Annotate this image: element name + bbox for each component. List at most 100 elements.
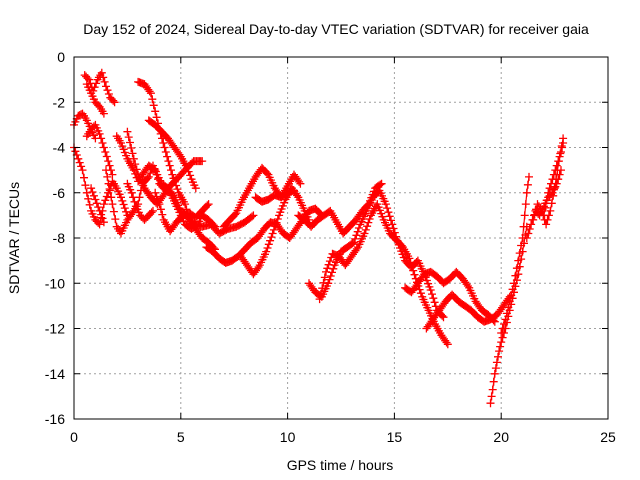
- data-point: [123, 127, 132, 136]
- data-point: [198, 157, 207, 166]
- data-point: [525, 225, 534, 233]
- series-track-4: [82, 80, 108, 118]
- data-point: [409, 266, 418, 275]
- series-track-21: [401, 267, 499, 326]
- data-point: [442, 338, 451, 347]
- data-point: [514, 256, 523, 265]
- data-point: [144, 172, 153, 181]
- data-point: [92, 199, 101, 208]
- data-point: [264, 240, 273, 249]
- data-point: [525, 172, 533, 181]
- data-point: [326, 272, 335, 280]
- data-point: [120, 204, 129, 213]
- data-point: [546, 206, 555, 215]
- data-point: [102, 166, 110, 175]
- data-point: [99, 73, 108, 82]
- data-point: [388, 220, 397, 229]
- data-point: [486, 399, 495, 408]
- x-tick-label: 5: [177, 429, 185, 445]
- data-point: [87, 184, 96, 193]
- data-point: [517, 241, 526, 250]
- data-point: [507, 291, 516, 300]
- data-point: [156, 205, 165, 214]
- data-point: [127, 144, 136, 152]
- data-point: [122, 207, 131, 216]
- data-point: [387, 216, 395, 225]
- data-point: [266, 236, 275, 245]
- data-point: [271, 222, 280, 231]
- data-point: [88, 188, 97, 196]
- data-point: [146, 89, 155, 98]
- data-point: [523, 180, 532, 189]
- series-track-22: [422, 290, 514, 333]
- data-point: [204, 200, 213, 209]
- data-point: [103, 172, 112, 181]
- data-point: [152, 113, 161, 122]
- data-point: [97, 134, 106, 143]
- data-point: [181, 200, 190, 209]
- data-point: [169, 174, 178, 183]
- series-track-12: [144, 116, 200, 193]
- data-point: [83, 74, 92, 83]
- data-point: [132, 165, 141, 174]
- data-point: [353, 227, 362, 236]
- x-axis-label: GPS time / hours: [287, 457, 394, 473]
- data-point: [102, 152, 111, 161]
- data-point: [547, 199, 556, 208]
- data-point: [154, 196, 162, 205]
- data-point: [147, 208, 156, 217]
- data-point: [155, 200, 164, 209]
- y-tick-label: -14: [45, 366, 65, 382]
- data-point: [158, 210, 167, 219]
- data-point: [130, 197, 139, 206]
- data-point: [143, 174, 152, 183]
- series-track-3: [80, 68, 119, 107]
- data-point: [377, 179, 386, 188]
- data-point: [524, 229, 533, 238]
- data-point: [170, 177, 179, 186]
- data-point: [406, 258, 415, 267]
- series-track-20: [315, 200, 452, 349]
- data-point: [322, 267, 330, 276]
- data-point: [148, 95, 157, 104]
- data-point: [78, 166, 87, 175]
- data-point: [519, 222, 528, 231]
- data-point: [383, 204, 392, 213]
- data-point: [248, 212, 256, 221]
- data-point: [81, 181, 90, 190]
- data-point: [183, 163, 192, 172]
- data-point: [520, 211, 529, 220]
- data-point: [548, 175, 557, 184]
- data-point: [97, 68, 106, 77]
- data-point: [105, 186, 114, 195]
- data-point: [167, 166, 175, 175]
- data-point: [364, 218, 373, 227]
- data-point: [80, 173, 88, 182]
- data-point: [349, 238, 358, 247]
- data-point: [489, 377, 498, 386]
- data-point: [104, 157, 113, 166]
- data-point: [109, 207, 118, 216]
- data-point: [385, 212, 394, 221]
- data-point: [498, 324, 507, 333]
- data-point: [168, 170, 177, 179]
- data-point: [527, 220, 536, 229]
- data-point: [151, 107, 160, 116]
- data-point: [488, 385, 497, 394]
- data-point: [172, 181, 181, 190]
- data-point: [107, 193, 116, 202]
- data-point: [95, 206, 104, 215]
- data-point: [512, 264, 521, 273]
- data-point: [164, 157, 173, 166]
- data-point: [551, 166, 560, 175]
- data-point: [152, 192, 161, 201]
- data-point: [495, 347, 504, 356]
- data-point: [163, 152, 172, 161]
- data-point: [545, 184, 554, 193]
- data-point: [376, 180, 385, 189]
- data-point: [89, 191, 98, 200]
- data-point: [109, 96, 118, 105]
- x-tick-label: 25: [600, 429, 616, 445]
- data-point: [99, 143, 108, 152]
